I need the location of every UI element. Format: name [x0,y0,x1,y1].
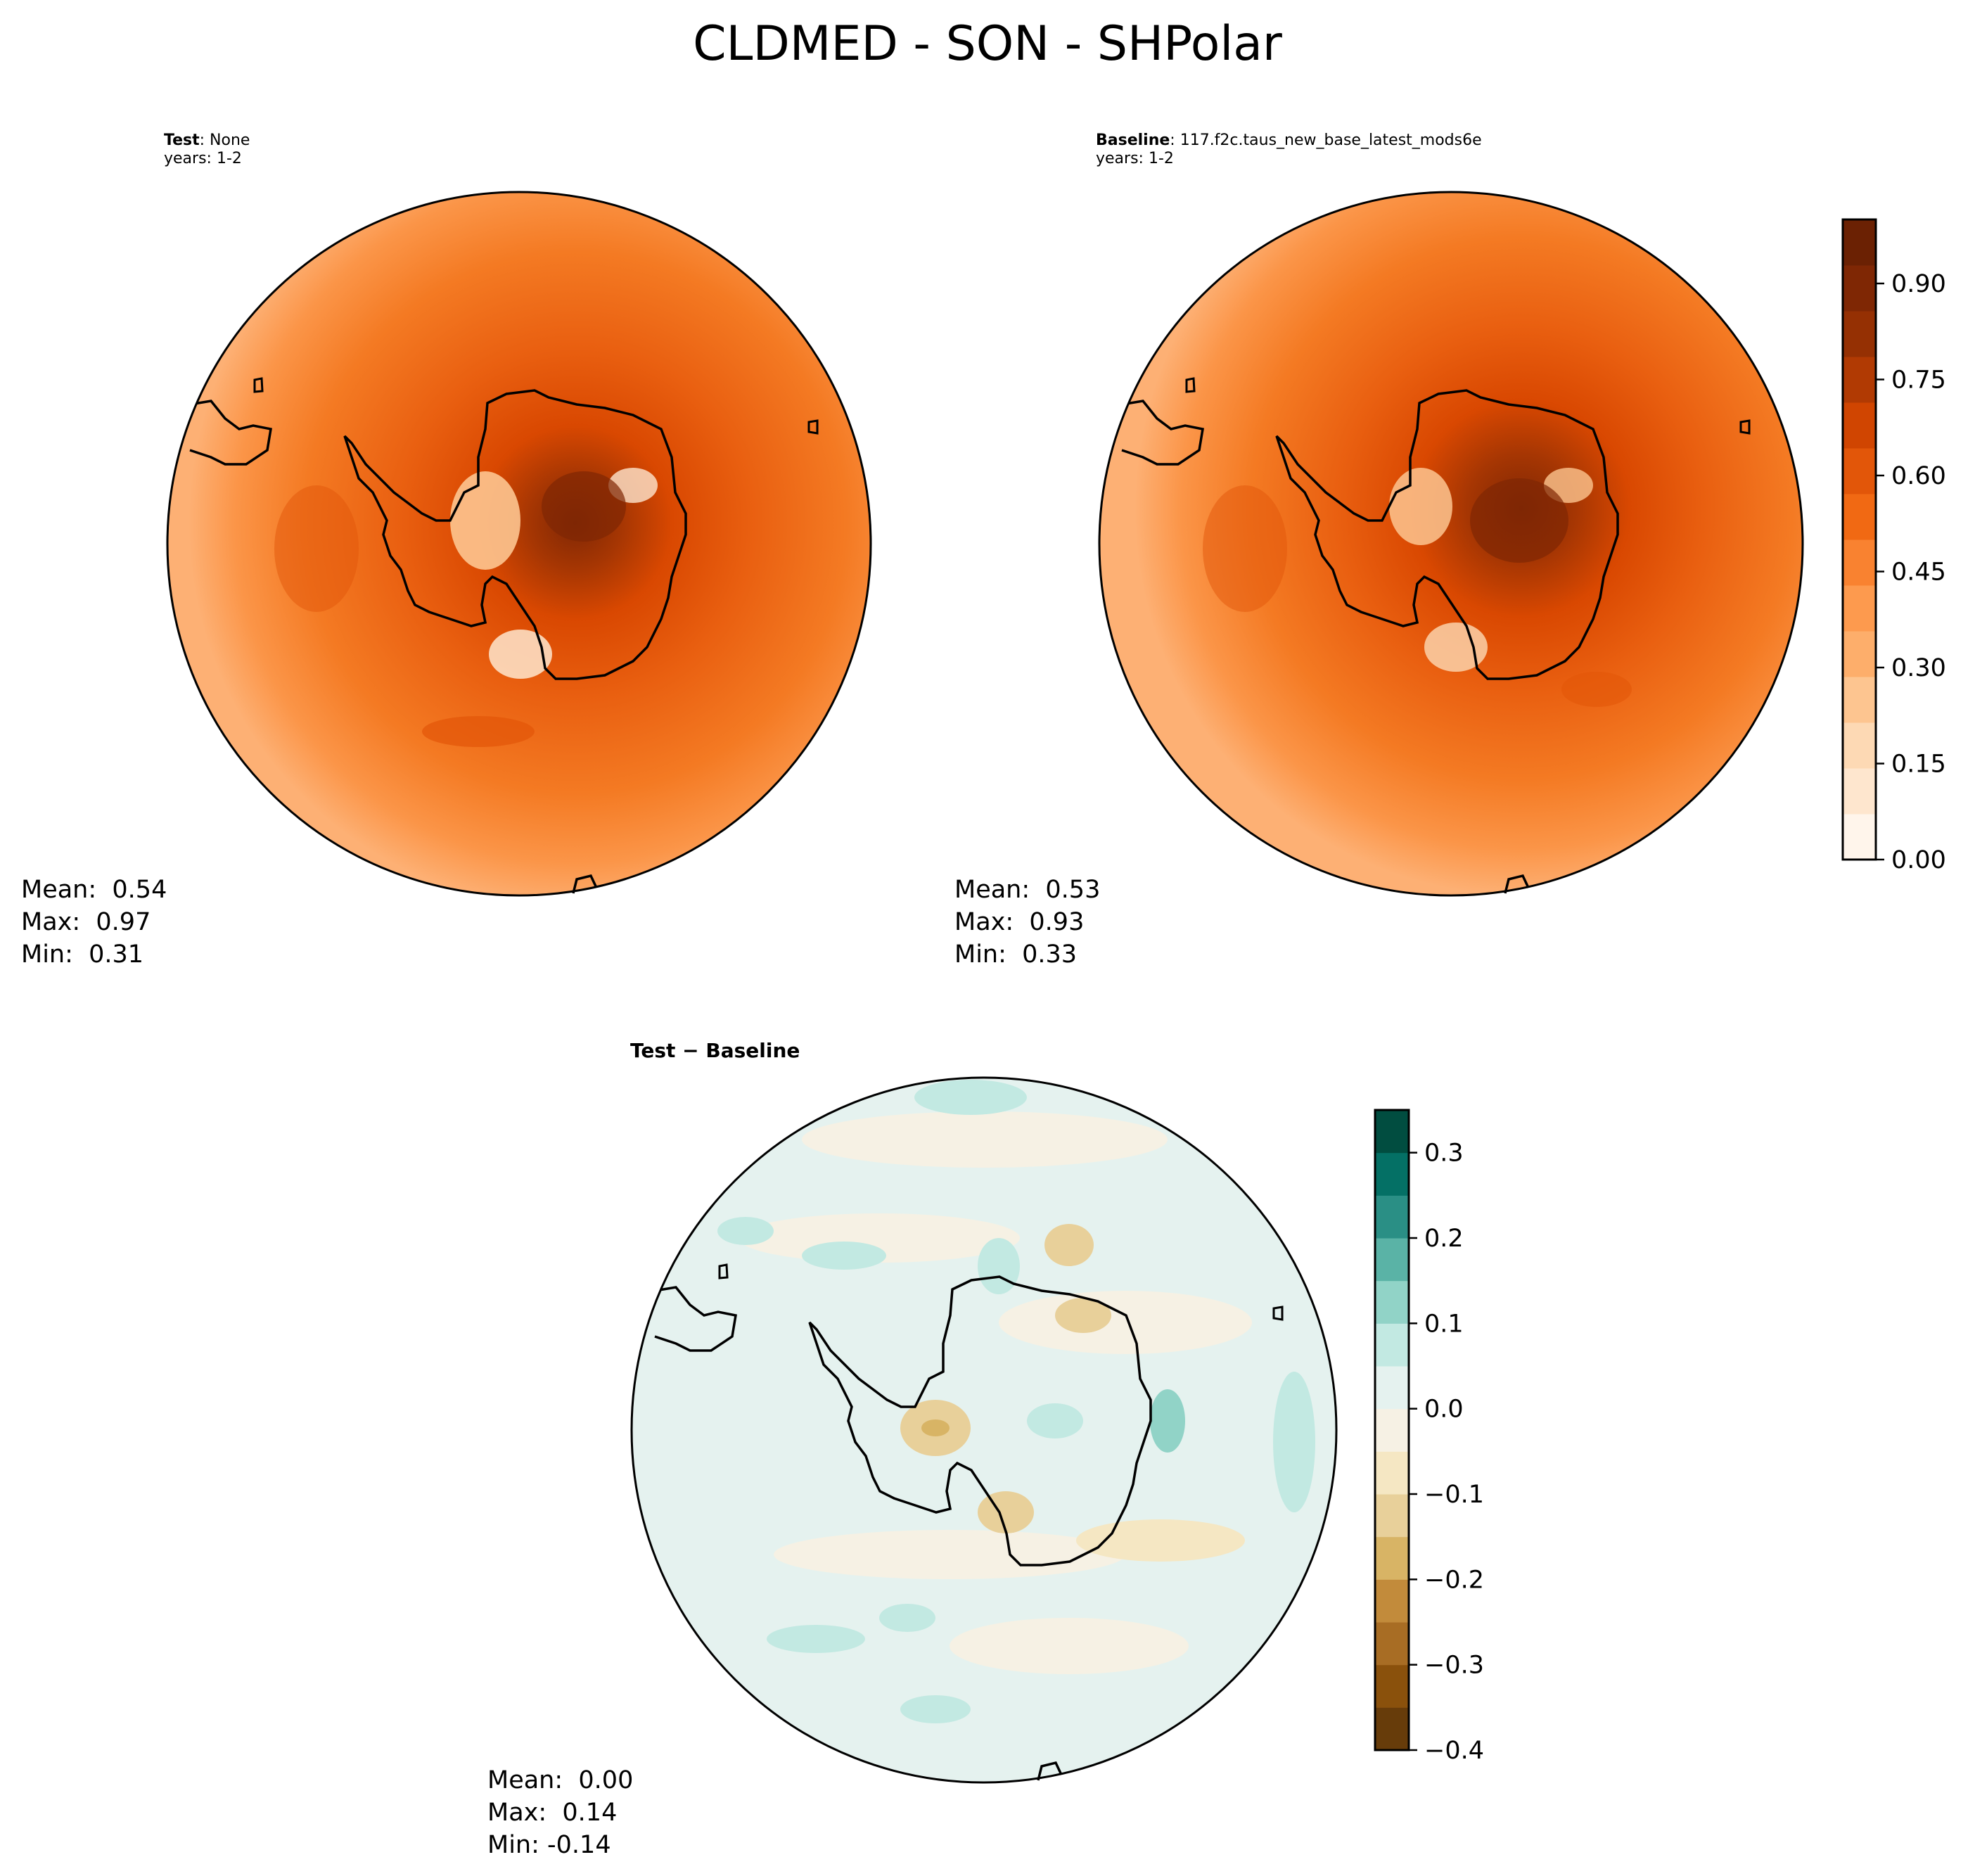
diff-colorbar-tick-label: 0.1 [1424,1310,1464,1338]
test-max: Max: 0.97 [21,908,151,936]
baseline-panel-title: Baseline: 117.f2c.taus_new_base_latest_m… [1096,132,1482,168]
test-mean: Mean: 0.54 [21,876,167,904]
diff-colorbar-tick-label: 0.2 [1424,1225,1464,1253]
diff-panel-title: Test − Baseline [630,1039,800,1063]
baseline-label: Baseline [1096,132,1170,149]
main-colorbar-tick-label: 0.75 [1891,366,1946,395]
baseline-mean: Mean: 0.53 [954,876,1101,904]
baseline-map [1098,191,1804,897]
main-color-band [1843,585,1876,632]
diff-color-band [1375,1536,1409,1580]
diff-colorbar-frame [1374,1109,1410,1751]
diff-map-boundary [630,1076,1338,1784]
main-colorbar-tick-label: 0.90 [1891,270,1946,298]
diff-color-band [1375,1152,1409,1196]
diff-color-band [1375,1579,1409,1623]
test-south-america-coastline [189,400,273,466]
main-color-band [1843,402,1876,449]
test-australia-tip [572,874,598,894]
diff-island-1 [718,1263,729,1280]
diff-color-band [1375,1195,1409,1239]
diff-color-band [1375,1323,1409,1367]
diff-colorbar-tick-label: −0.3 [1424,1652,1484,1680]
main-colorbar-tick-label: 0.60 [1891,462,1946,490]
main-color-band [1843,311,1876,357]
baseline-antarctica-coastline [1275,389,1619,680]
baseline-years: years: 1-2 [1096,150,1174,167]
baseline-south-america-coastline [1121,400,1205,466]
main-color-band [1843,357,1876,403]
test-map-boundary [166,191,872,897]
main-colorbar-tick-label: 0.00 [1891,846,1946,874]
test-island-1 [253,377,264,393]
main-colorbar-tick-label: 0.30 [1891,654,1946,682]
diff-colorbar-tick-label: −0.2 [1424,1566,1484,1594]
test-panel-title: Test: None years: 1-2 [164,132,250,168]
diff-color-band [1375,1707,1409,1751]
diff-island-2 [1272,1306,1284,1321]
diff-color-band [1375,1280,1409,1324]
main-colorbar-frame [1841,218,1877,861]
diff-max: Max: 0.14 [487,1799,618,1827]
baseline-map-field [1099,192,1803,895]
main-colorbar-tick-label: 0.15 [1891,751,1946,779]
main-color-band [1843,448,1876,494]
baseline-map-boundary [1098,191,1804,897]
diff-antarctica-coastline [808,1275,1152,1566]
diff-min: Min: -0.14 [487,1831,611,1859]
main-colorbar-tick-label: 0.45 [1891,559,1946,587]
diff-color-band [1375,1366,1409,1410]
test-years: years: 1-2 [164,150,242,167]
diff-colorbar: −0.4 −0.3 −0.2 −0.1 0.0 0.1 0.2 0.3 [1374,1109,1484,1765]
test-map [166,191,872,897]
diff-color-band [1375,1451,1409,1495]
figure-title: CLDMED - SON - SHPolar [693,16,1282,72]
diff-map-field [632,1078,1336,1782]
main-color-band [1843,265,1876,312]
test-label: Test [164,132,200,149]
test-case-name: : None [199,132,250,149]
diff-stats: Mean: 0.00 Max: 0.14 Min: -0.14 [487,1764,633,1861]
main-colorbar: 0.00 0.15 0.30 0.45 0.60 0.75 0.90 [1841,218,1946,874]
baseline-max: Max: 0.93 [954,908,1085,936]
main-color-band [1843,814,1876,860]
test-stats: Mean: 0.54 Max: 0.97 Min: 0.31 [21,874,167,971]
diff-colorbar-tick-label: −0.4 [1424,1737,1484,1765]
diff-colorbar-tick-label: −0.1 [1424,1481,1484,1509]
baseline-island-1 [1185,377,1196,393]
main-color-band [1843,631,1876,677]
diff-colorbar-tick-label: 0.3 [1424,1140,1464,1168]
baseline-stats: Mean: 0.53 Max: 0.93 Min: 0.33 [954,874,1100,971]
diff-color-band [1375,1110,1409,1154]
baseline-island-2 [1739,419,1751,435]
diff-color-band [1375,1664,1409,1708]
diff-color-band [1375,1238,1409,1282]
main-color-band [1843,540,1876,586]
diff-mean: Mean: 0.00 [487,1766,634,1794]
test-island-2 [807,419,819,435]
main-color-band [1843,494,1876,540]
test-min: Min: 0.31 [21,940,144,969]
main-color-band [1843,219,1876,266]
main-color-band [1843,768,1876,815]
diff-colorbar-tick-label: 0.0 [1424,1396,1464,1424]
baseline-min: Min: 0.33 [954,940,1078,969]
diff-south-america-coastline [654,1286,738,1352]
baseline-australia-tip [1504,874,1530,894]
diff-color-band [1375,1494,1409,1538]
diff-color-band [1375,1622,1409,1666]
test-antarctica-coastline [343,389,687,680]
main-color-band [1843,722,1876,769]
diff-label: Test − Baseline [630,1039,800,1062]
diff-australia-tip [1037,1761,1063,1781]
test-map-field [167,192,871,895]
diff-color-band [1375,1408,1409,1452]
diff-map [630,1076,1338,1784]
baseline-case-name: : 117.f2c.taus_new_base_latest_mods6e [1170,132,1482,149]
main-color-band [1843,677,1876,723]
